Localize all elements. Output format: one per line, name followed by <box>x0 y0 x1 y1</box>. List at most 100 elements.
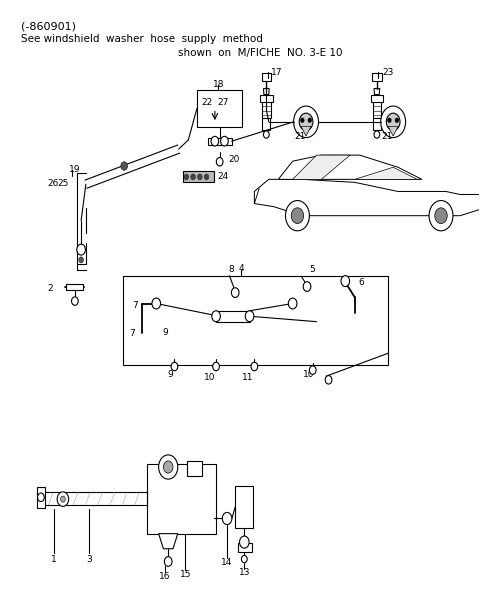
Circle shape <box>222 512 232 524</box>
Text: 23: 23 <box>382 67 394 76</box>
Circle shape <box>57 492 69 506</box>
Text: 17: 17 <box>271 67 282 76</box>
Circle shape <box>241 555 247 563</box>
Circle shape <box>152 298 160 309</box>
Circle shape <box>213 362 219 371</box>
Bar <box>262 95 271 118</box>
Bar <box>263 118 270 130</box>
Text: 5: 5 <box>310 265 315 274</box>
Text: See windshield  washer  hose  supply  method: See windshield washer hose supply method <box>21 34 263 44</box>
Circle shape <box>303 282 311 291</box>
Text: 14: 14 <box>221 558 233 566</box>
Polygon shape <box>293 155 350 179</box>
Circle shape <box>191 174 195 180</box>
Circle shape <box>291 208 304 223</box>
Bar <box>208 138 232 145</box>
Circle shape <box>286 200 310 231</box>
Text: 3: 3 <box>86 555 92 563</box>
Text: 16: 16 <box>158 572 170 580</box>
Circle shape <box>264 131 269 138</box>
Circle shape <box>374 131 380 138</box>
Circle shape <box>387 118 391 123</box>
Circle shape <box>381 106 406 138</box>
Text: 18: 18 <box>213 80 225 89</box>
Text: 20: 20 <box>228 155 240 164</box>
Circle shape <box>245 311 254 322</box>
Circle shape <box>211 137 219 146</box>
Circle shape <box>158 455 178 479</box>
Circle shape <box>240 536 249 548</box>
Circle shape <box>216 158 223 166</box>
Polygon shape <box>158 534 178 549</box>
Bar <box>123 276 388 365</box>
Circle shape <box>72 297 78 305</box>
Polygon shape <box>278 155 422 179</box>
Polygon shape <box>254 179 480 215</box>
Circle shape <box>341 276 349 287</box>
Circle shape <box>299 113 313 131</box>
Circle shape <box>435 208 447 223</box>
Bar <box>262 73 271 81</box>
Circle shape <box>171 362 178 371</box>
Circle shape <box>429 200 453 231</box>
Circle shape <box>163 461 173 473</box>
Text: 22: 22 <box>202 98 213 107</box>
Text: 21: 21 <box>295 132 306 141</box>
Circle shape <box>79 257 84 263</box>
Circle shape <box>300 118 304 123</box>
Text: 27: 27 <box>217 98 228 107</box>
Bar <box>197 90 242 127</box>
Text: 11: 11 <box>242 373 253 382</box>
Bar <box>372 73 382 81</box>
Bar <box>373 118 381 130</box>
Circle shape <box>395 118 399 123</box>
Text: 1: 1 <box>51 555 57 563</box>
Text: 9: 9 <box>168 370 173 379</box>
Text: 25: 25 <box>57 179 69 188</box>
Bar <box>66 283 84 290</box>
Bar <box>182 171 214 182</box>
Bar <box>260 95 273 102</box>
Text: 26: 26 <box>48 179 59 188</box>
Text: 24: 24 <box>217 172 228 181</box>
Text: 15: 15 <box>180 570 192 578</box>
Circle shape <box>60 496 65 502</box>
Text: 2: 2 <box>48 284 53 293</box>
Text: 4: 4 <box>239 264 245 273</box>
Text: 10: 10 <box>204 373 216 382</box>
Text: 19: 19 <box>69 164 80 174</box>
Circle shape <box>386 113 400 131</box>
Circle shape <box>204 174 209 180</box>
Bar <box>371 95 383 102</box>
Text: 7: 7 <box>129 328 135 337</box>
Circle shape <box>221 137 228 146</box>
Text: 7: 7 <box>132 301 138 310</box>
Text: 6: 6 <box>359 278 364 287</box>
Circle shape <box>184 174 189 180</box>
Circle shape <box>288 298 297 309</box>
Polygon shape <box>301 126 311 136</box>
Text: 10: 10 <box>303 370 315 379</box>
Circle shape <box>121 162 128 171</box>
Circle shape <box>164 557 172 566</box>
Bar <box>41 492 147 505</box>
Bar <box>235 486 253 527</box>
Circle shape <box>251 362 258 371</box>
Text: 13: 13 <box>239 568 251 577</box>
Circle shape <box>197 174 202 180</box>
Bar <box>187 461 202 476</box>
Circle shape <box>231 288 239 297</box>
Polygon shape <box>374 89 380 95</box>
Bar <box>147 464 216 534</box>
Circle shape <box>325 376 332 384</box>
Text: 21: 21 <box>382 132 393 141</box>
Text: 8: 8 <box>228 265 234 274</box>
Circle shape <box>37 493 44 501</box>
Text: (-860901): (-860901) <box>21 22 76 32</box>
Bar <box>216 311 250 322</box>
Circle shape <box>212 311 220 322</box>
Polygon shape <box>355 168 417 179</box>
Circle shape <box>308 118 312 123</box>
Polygon shape <box>388 126 398 136</box>
Polygon shape <box>264 89 269 95</box>
